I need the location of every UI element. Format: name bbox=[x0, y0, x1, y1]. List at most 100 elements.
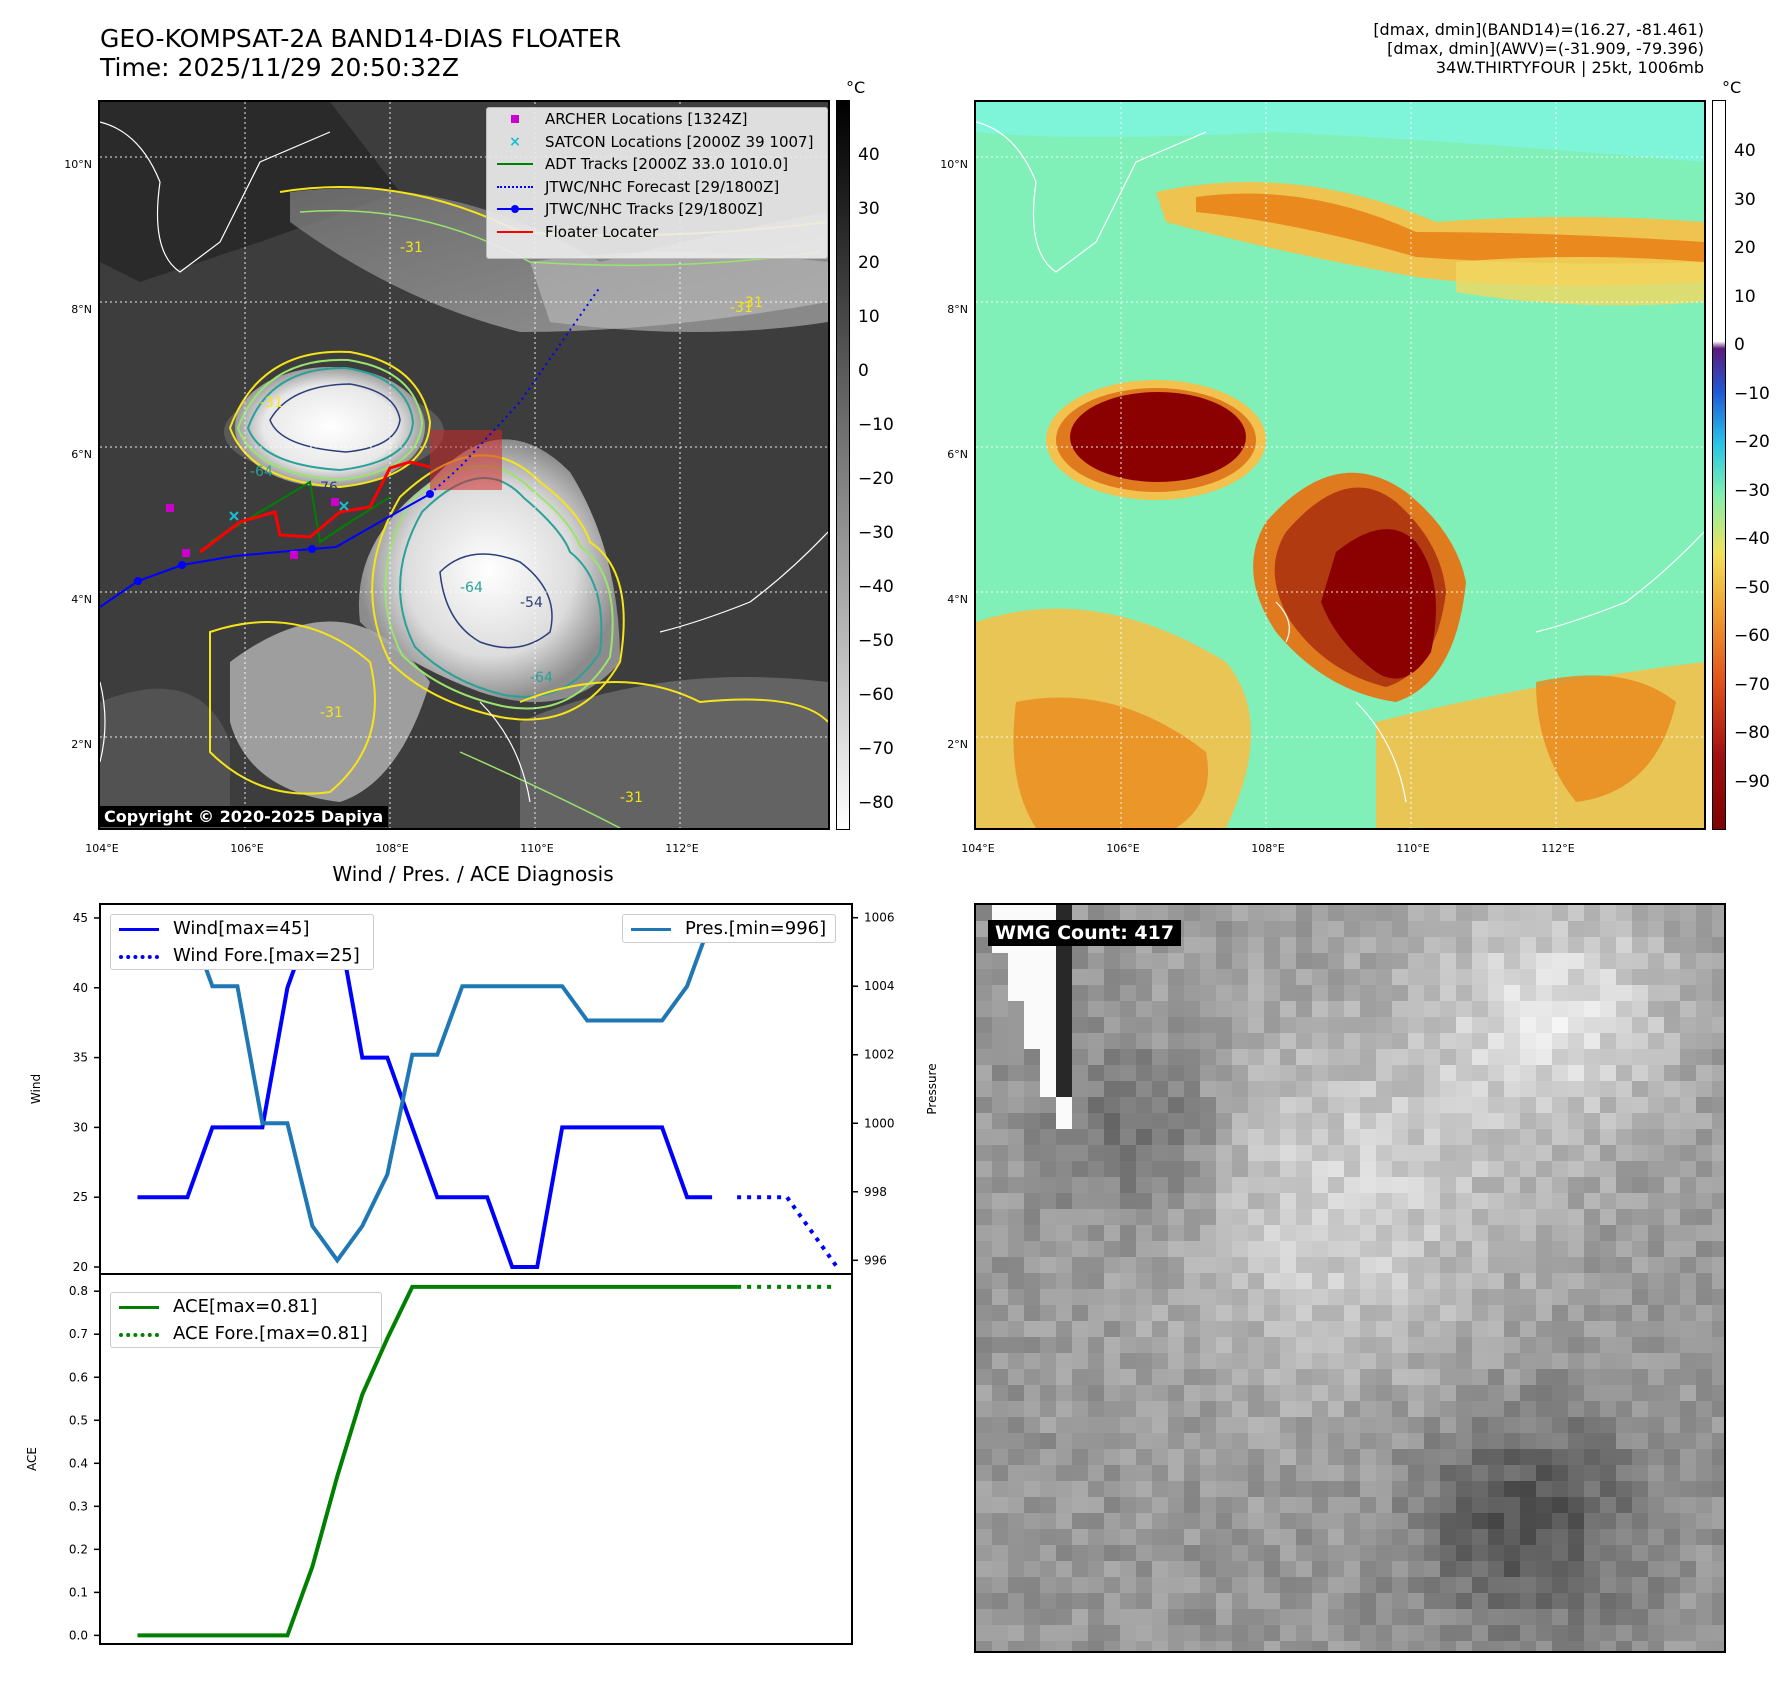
contour-label: -54 bbox=[520, 595, 543, 611]
legend-label: SATCON Locations [2000Z 39 1007] bbox=[545, 132, 814, 151]
y-tick-label: 45 bbox=[73, 911, 88, 925]
lat-label: 6°N bbox=[71, 448, 92, 461]
lon-label: 104°E bbox=[961, 842, 995, 855]
lon-label: 112°E bbox=[1541, 842, 1575, 855]
legend-item-archer: ARCHER Locations [1324Z] bbox=[487, 108, 827, 131]
y-tick-label: 1000 bbox=[864, 1116, 895, 1130]
lon-label: 110°E bbox=[1396, 842, 1430, 855]
colorbar-tick-label: 40 bbox=[858, 145, 880, 165]
figure-title: GEO-KOMPSAT-2A BAND14-DIAS FLOATER Time:… bbox=[100, 24, 621, 82]
y-tick-label: 0.1 bbox=[69, 1585, 88, 1599]
y-axis-label: Wind bbox=[29, 1074, 43, 1104]
wmg-image bbox=[976, 905, 1724, 1651]
awv-colorbar-unit: °C bbox=[1722, 78, 1742, 97]
contour-label: -31 bbox=[740, 295, 763, 311]
title-time: Time: 2025/11/29 20:50:32Z bbox=[100, 53, 459, 82]
contour-label: -31 bbox=[400, 240, 423, 256]
legend-item-wind: Wind[max=45] bbox=[111, 915, 373, 942]
legend-label: ACE[max=0.81] bbox=[173, 1296, 318, 1317]
legend-item-pressure: Pres.[min=996] bbox=[623, 915, 835, 942]
legend-item-ace: ACE[max=0.81] bbox=[111, 1293, 381, 1320]
legend-item-jtwc-forecast: JTWC/NHC Forecast [29/1800Z] bbox=[487, 176, 827, 199]
lat-label: 4°N bbox=[71, 593, 92, 606]
contour-label: -64 bbox=[460, 580, 483, 596]
ir-colorbar-unit: °C bbox=[846, 78, 866, 97]
legend-item-jtwc-tracks: JTWC/NHC Tracks [29/1800Z] bbox=[487, 198, 827, 221]
pressure-legend: Pres.[min=996] bbox=[622, 914, 836, 943]
colorbar-tick-label: −40 bbox=[1734, 529, 1770, 549]
ace-legend: ACE[max=0.81] ACE Fore.[max=0.81] bbox=[110, 1292, 382, 1348]
diagnosis-title: Wind / Pres. / ACE Diagnosis bbox=[332, 862, 614, 886]
legend-label: ARCHER Locations [1324Z] bbox=[545, 110, 748, 129]
lon-label: 110°E bbox=[520, 842, 554, 855]
info-awv-range: [dmax, dmin](AWV)=(-31.909, -79.396) bbox=[1387, 39, 1704, 58]
lon-label: 106°E bbox=[230, 842, 264, 855]
wind-legend: Wind[max=45] Wind Fore.[max=25] bbox=[110, 914, 374, 970]
colorbar-tick-label: −60 bbox=[858, 685, 894, 705]
solid-line-icon bbox=[497, 157, 533, 171]
y-tick-label: 35 bbox=[73, 1051, 88, 1065]
solid-line-icon bbox=[631, 922, 671, 936]
legend-label: Pres.[min=996] bbox=[685, 918, 827, 939]
awv-map-panel bbox=[974, 100, 1706, 830]
colorbar-tick-label: −80 bbox=[1734, 723, 1770, 743]
copyright-badge: Copyright © 2020-2025 Dapiya bbox=[99, 806, 389, 827]
ir-map-panel: -31 -31 -31 -31 -31 -64 -64 -64 -76 -54 … bbox=[98, 100, 830, 830]
info-block: [dmax, dmin](BAND14)=(16.27, -81.461) [d… bbox=[1373, 20, 1704, 77]
y-tick-label: 0.4 bbox=[69, 1456, 88, 1470]
info-band14-range: [dmax, dmin](BAND14)=(16.27, -81.461) bbox=[1373, 20, 1704, 39]
info-storm-id: 34W.THIRTYFOUR | 25kt, 1006mb bbox=[1435, 58, 1704, 77]
ir-colorbar bbox=[836, 100, 850, 830]
lat-label: 10°N bbox=[940, 158, 968, 171]
solid-line-icon bbox=[119, 922, 159, 936]
y-tick-label: 0.7 bbox=[69, 1327, 88, 1341]
y-tick-label: 40 bbox=[73, 981, 88, 995]
colorbar-tick-label: 30 bbox=[1734, 189, 1756, 210]
solid-line-icon bbox=[497, 225, 533, 239]
legend-label: JTWC/NHC Tracks [29/1800Z] bbox=[545, 200, 763, 219]
y-tick-label: 20 bbox=[73, 1260, 88, 1274]
colorbar-tick-label: −70 bbox=[858, 739, 894, 759]
lon-label: 104°E bbox=[85, 842, 119, 855]
wmg-count-badge: WMG Count: 417 bbox=[988, 920, 1182, 946]
lat-label: 2°N bbox=[947, 738, 968, 751]
lat-label: 4°N bbox=[947, 593, 968, 606]
wmg-panel bbox=[974, 903, 1726, 1653]
colorbar-tick-label: −70 bbox=[1734, 674, 1770, 695]
y-axis-label: ACE bbox=[25, 1447, 39, 1471]
series-line-ace bbox=[137, 1284, 738, 1638]
ir-map-legend: ARCHER Locations [1324Z] × SATCON Locati… bbox=[486, 107, 828, 259]
series-line-pres- bbox=[137, 915, 714, 1264]
title-satellite-band: GEO-KOMPSAT-2A BAND14-DIAS FLOATER bbox=[100, 24, 622, 53]
awv-colorbar bbox=[1712, 100, 1726, 830]
contour-label: -31 bbox=[620, 790, 643, 806]
legend-item-satcon: × SATCON Locations [2000Z 39 1007] bbox=[487, 131, 827, 154]
lat-label: 6°N bbox=[947, 448, 968, 461]
y-tick-label: 1002 bbox=[864, 1048, 895, 1062]
dotted-line-icon bbox=[119, 949, 159, 963]
colorbar-tick-label: 30 bbox=[858, 199, 880, 219]
legend-label: Floater Locater bbox=[545, 222, 659, 241]
legend-item-adt: ADT Tracks [2000Z 33.0 1010.0] bbox=[487, 153, 827, 176]
lon-label: 112°E bbox=[665, 842, 699, 855]
colorbar-tick-label: 10 bbox=[858, 307, 880, 327]
lon-label: 106°E bbox=[1106, 842, 1140, 855]
y-tick-label: 25 bbox=[73, 1190, 88, 1204]
colorbar-tick-label: −50 bbox=[858, 631, 894, 651]
solid-line-icon bbox=[119, 1300, 159, 1314]
square-marker-icon bbox=[497, 112, 533, 126]
y-tick-label: 0.6 bbox=[69, 1370, 88, 1384]
lon-label: 108°E bbox=[375, 842, 409, 855]
colorbar-tick-label: −90 bbox=[1734, 771, 1770, 792]
y-tick-label: 998 bbox=[864, 1185, 887, 1199]
colorbar-tick-label: 20 bbox=[858, 253, 880, 273]
series-line-wind-fore- bbox=[737, 1195, 839, 1269]
legend-item-floater: Floater Locater bbox=[487, 221, 827, 244]
lat-label: 2°N bbox=[71, 738, 92, 751]
colorbar-tick-label: 20 bbox=[1734, 238, 1756, 258]
y-tick-label: 30 bbox=[73, 1120, 88, 1134]
y-tick-label: 996 bbox=[864, 1253, 887, 1267]
lat-label: 8°N bbox=[71, 303, 92, 316]
dotted-line-icon bbox=[119, 1327, 159, 1341]
lat-label: 10°N bbox=[64, 158, 92, 171]
